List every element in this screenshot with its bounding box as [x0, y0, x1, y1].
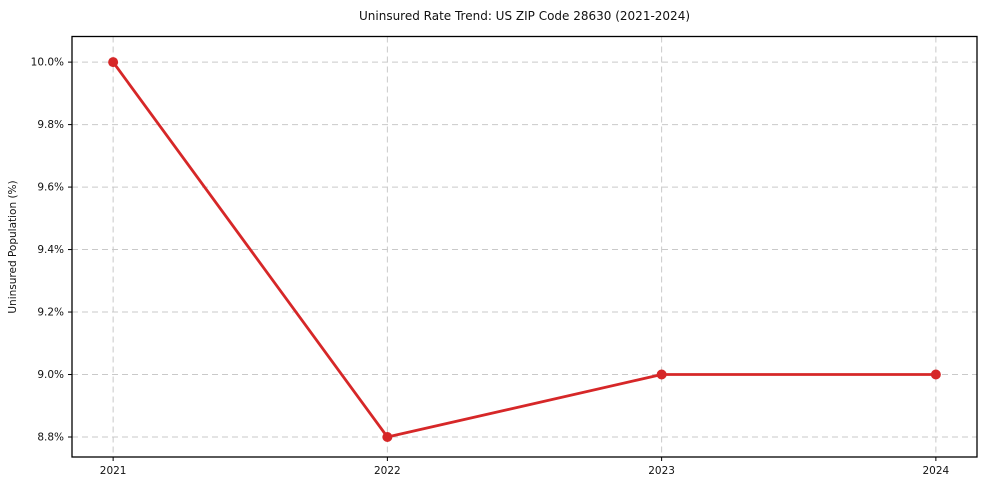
data-point-marker	[656, 369, 667, 380]
x-tick-label: 2024	[922, 465, 949, 477]
trend-line	[111, 60, 938, 439]
y-tick-label: 10.0%	[31, 57, 64, 69]
y-tick-label: 9.2%	[37, 307, 64, 319]
chart-title: Uninsured Rate Trend: US ZIP Code 28630 …	[358, 9, 691, 23]
y-tick-label: 9.4%	[37, 244, 64, 256]
data-point-marker	[108, 57, 119, 68]
x-tick-label: 2022	[374, 465, 401, 477]
y-tick-label: 9.8%	[37, 119, 64, 131]
x-tick-label: 2023	[648, 465, 675, 477]
plot-border	[71, 35, 978, 458]
data-point-marker	[930, 369, 941, 380]
x-tick-label: 2021	[100, 465, 127, 477]
y-tick-label: 8.8%	[37, 432, 64, 444]
y-tick-label: 9.0%	[37, 369, 64, 381]
data-point-marker	[382, 432, 393, 443]
y-tick-label: 9.6%	[37, 182, 64, 194]
